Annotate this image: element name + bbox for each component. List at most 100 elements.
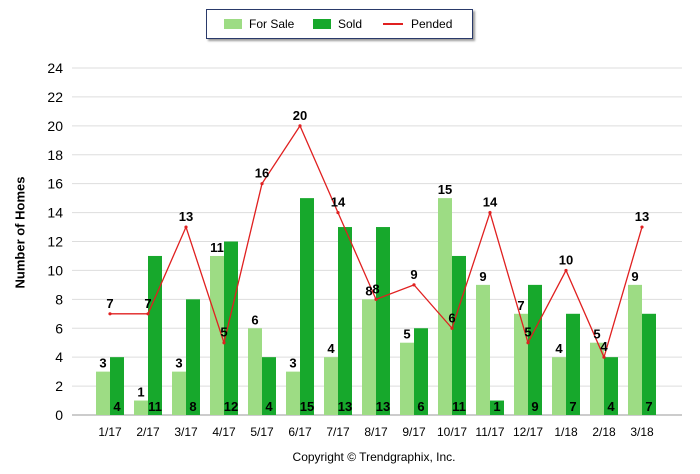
- y-tick-label: 2: [55, 378, 63, 394]
- data-label-pended: 16: [255, 166, 269, 181]
- x-tick-label: 10/17: [437, 425, 467, 439]
- legend-swatch-pended: [383, 23, 403, 25]
- data-label-for-sale: 9: [631, 269, 638, 284]
- data-label-sold: 15: [300, 399, 314, 414]
- data-label-sold: 4: [265, 399, 273, 414]
- pended-point: [374, 297, 378, 301]
- data-label-pended: 14: [483, 195, 498, 210]
- legend-swatch-for-sale: [224, 19, 242, 29]
- data-label-for-sale: 4: [327, 341, 335, 356]
- y-tick-label: 24: [47, 60, 63, 76]
- data-label-for-sale: 11: [210, 240, 224, 255]
- data-label-for-sale: 3: [99, 356, 106, 371]
- x-tick-label: 11/17: [475, 425, 504, 439]
- bar-sold: [300, 198, 314, 415]
- pended-point: [146, 312, 150, 316]
- data-label-pended: 7: [106, 296, 113, 311]
- legend-swatch-sold: [313, 19, 331, 29]
- pended-point: [336, 210, 340, 215]
- bar-for-sale: [400, 342, 414, 415]
- pended-point: [526, 341, 530, 345]
- legend-label-pended: Pended: [411, 17, 453, 31]
- pended-point: [640, 225, 644, 229]
- data-label-sold: 13: [338, 399, 352, 414]
- y-tick-label: 8: [55, 291, 63, 307]
- y-tick-label: 10: [47, 262, 63, 278]
- bar-for-sale: [476, 284, 490, 415]
- x-tick-label: 7/17: [326, 425, 350, 439]
- bar-for-sale: [286, 371, 300, 415]
- pended-point: [488, 210, 492, 215]
- x-tick-label: 4/17: [212, 425, 236, 439]
- data-label-pended: 13: [179, 209, 193, 224]
- data-label-sold: 8: [189, 399, 196, 414]
- bar-sold: [566, 313, 580, 415]
- x-tick-label: 1/18: [554, 425, 578, 439]
- x-tick-label: 6/17: [288, 425, 312, 439]
- y-tick-label: 16: [47, 176, 63, 192]
- bar-for-sale: [552, 357, 566, 415]
- pended-point: [564, 268, 568, 273]
- pended-point: [222, 341, 226, 345]
- bar-for-sale: [210, 255, 224, 415]
- bar-for-sale: [514, 313, 528, 415]
- data-label-sold: 13: [376, 399, 390, 414]
- pended-point: [260, 182, 264, 186]
- data-label-for-sale: 5: [593, 327, 600, 342]
- y-axis-label: Number of Homes: [12, 176, 28, 289]
- bar-sold: [642, 313, 656, 415]
- x-tick-label: 5/17: [250, 425, 274, 439]
- y-tick-label: 18: [47, 147, 63, 163]
- bar-for-sale: [438, 198, 452, 415]
- data-label-for-sale: 6: [251, 312, 258, 327]
- bar-sold: [414, 328, 428, 415]
- data-label-sold: 7: [569, 399, 576, 414]
- bar-sold: [148, 255, 162, 415]
- bar-sold: [452, 255, 466, 415]
- bar-sold: [338, 227, 352, 415]
- data-label-for-sale: 4: [555, 341, 563, 356]
- data-label-pended: 8: [372, 281, 379, 296]
- bar-sold: [262, 357, 276, 415]
- pended-point: [602, 355, 606, 359]
- bars: [96, 198, 656, 415]
- pended-point: [412, 283, 416, 287]
- x-tick-label: 3/17: [174, 425, 198, 439]
- data-label-for-sale: 15: [438, 182, 452, 197]
- data-label-pended: 9: [410, 267, 417, 282]
- copyright: Copyright © Trendgraphix, Inc.: [292, 450, 456, 464]
- data-label-pended: 20: [293, 108, 307, 123]
- legend-label-for-sale: For Sale: [249, 17, 295, 31]
- bar-sold: [376, 227, 390, 415]
- bar-for-sale: [248, 328, 262, 415]
- y-tick-label: 22: [47, 89, 63, 105]
- x-tick-label: 3/18: [630, 425, 654, 439]
- bar-for-sale: [134, 400, 148, 415]
- x-tick-label: 8/17: [364, 425, 388, 439]
- data-label-pended: 5: [220, 325, 227, 340]
- bar-sold: [110, 357, 124, 415]
- data-label-sold: 6: [417, 399, 424, 414]
- data-label-sold: 4: [113, 399, 121, 414]
- data-label-pended: 4: [600, 339, 608, 354]
- pended-point: [108, 312, 112, 316]
- data-label-pended: 13: [635, 209, 649, 224]
- y-tick-label: 12: [47, 234, 63, 250]
- data-label-sold: 1: [493, 399, 500, 414]
- data-label-pended: 7: [144, 296, 151, 311]
- pended-point: [184, 225, 188, 229]
- bar-for-sale: [324, 357, 338, 415]
- data-label-sold: 7: [645, 399, 652, 414]
- bar-for-sale: [96, 371, 110, 415]
- y-tick-label: 6: [55, 320, 63, 336]
- y-tick-label: 14: [47, 205, 63, 221]
- data-label-for-sale: 1: [137, 385, 144, 400]
- bar-sold: [186, 299, 200, 415]
- data-label-for-sale: 7: [517, 298, 524, 313]
- bar-sold: [224, 241, 238, 415]
- data-label-for-sale: 8: [365, 283, 372, 298]
- data-label-pended: 5: [524, 325, 531, 340]
- pended-point: [298, 124, 302, 128]
- data-label-pended: 10: [559, 252, 573, 267]
